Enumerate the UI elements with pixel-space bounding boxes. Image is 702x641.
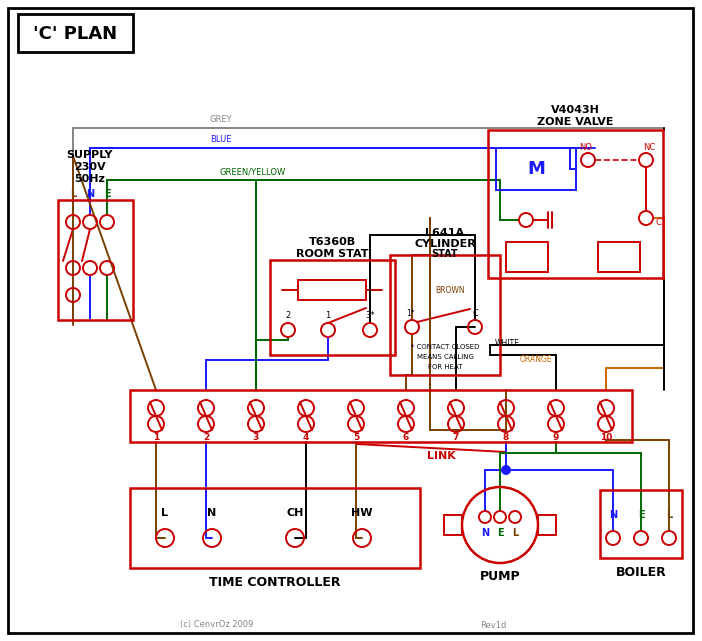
Text: 1: 1 (153, 433, 159, 442)
Text: L641A: L641A (425, 228, 465, 238)
Text: L: L (161, 508, 168, 518)
Text: GREEN/YELLOW: GREEN/YELLOW (220, 167, 286, 176)
Text: 1*: 1* (406, 308, 416, 317)
Text: ORANGE: ORANGE (520, 355, 552, 364)
Text: 6: 6 (403, 433, 409, 442)
Text: GREY: GREY (210, 115, 232, 124)
Text: 3*: 3* (365, 310, 375, 319)
Text: N: N (481, 528, 489, 538)
Circle shape (502, 466, 510, 474)
Text: L: L (512, 528, 518, 538)
Text: 4: 4 (303, 433, 309, 442)
Text: E: E (104, 189, 110, 199)
Text: 8: 8 (503, 433, 509, 442)
Text: 10: 10 (600, 433, 612, 442)
Text: E: E (637, 510, 644, 520)
Text: WHITE: WHITE (495, 339, 520, 348)
Text: 50Hz: 50Hz (74, 174, 105, 184)
Text: (c) CenvrOz 2009: (c) CenvrOz 2009 (180, 620, 253, 629)
Text: T6360B: T6360B (308, 237, 355, 247)
Text: N: N (207, 508, 217, 518)
Text: BOILER: BOILER (616, 565, 666, 578)
Text: MEANS CALLING: MEANS CALLING (416, 354, 473, 360)
Text: ROOM STAT: ROOM STAT (296, 249, 369, 259)
Text: STAT: STAT (432, 249, 458, 259)
Text: 230V: 230V (74, 162, 106, 172)
Text: N: N (86, 189, 94, 199)
Text: 2: 2 (203, 433, 209, 442)
Text: V4043H: V4043H (550, 105, 600, 115)
Text: 'C' PLAN: 'C' PLAN (33, 25, 117, 43)
Text: TIME CONTROLLER: TIME CONTROLLER (209, 576, 340, 588)
Text: CH: CH (286, 508, 304, 518)
Text: SUPPLY: SUPPLY (67, 150, 113, 160)
Text: 5: 5 (353, 433, 359, 442)
Text: PUMP: PUMP (479, 570, 520, 583)
Text: NO: NO (579, 142, 592, 151)
Text: 7: 7 (453, 433, 459, 442)
Text: E: E (497, 528, 503, 538)
Text: 1: 1 (325, 310, 331, 319)
Text: M: M (527, 160, 545, 178)
Text: L: L (70, 189, 76, 199)
Text: ZONE VALVE: ZONE VALVE (537, 117, 614, 127)
Text: 2: 2 (286, 310, 291, 319)
Text: L: L (666, 510, 672, 520)
Text: HW: HW (351, 508, 373, 518)
Text: Rev1d: Rev1d (480, 620, 506, 629)
Text: FOR HEAT: FOR HEAT (428, 364, 462, 370)
Text: N: N (609, 510, 617, 520)
Text: 3: 3 (253, 433, 259, 442)
Text: BROWN: BROWN (435, 285, 465, 294)
Text: C: C (472, 308, 478, 317)
Text: LINK: LINK (427, 451, 456, 461)
Text: NC: NC (643, 142, 655, 151)
Text: * CONTACT CLOSED: * CONTACT CLOSED (411, 344, 479, 350)
Text: 9: 9 (552, 433, 559, 442)
Text: C: C (655, 217, 661, 226)
Text: BLUE: BLUE (210, 135, 232, 144)
Text: CYLINDER: CYLINDER (414, 239, 476, 249)
